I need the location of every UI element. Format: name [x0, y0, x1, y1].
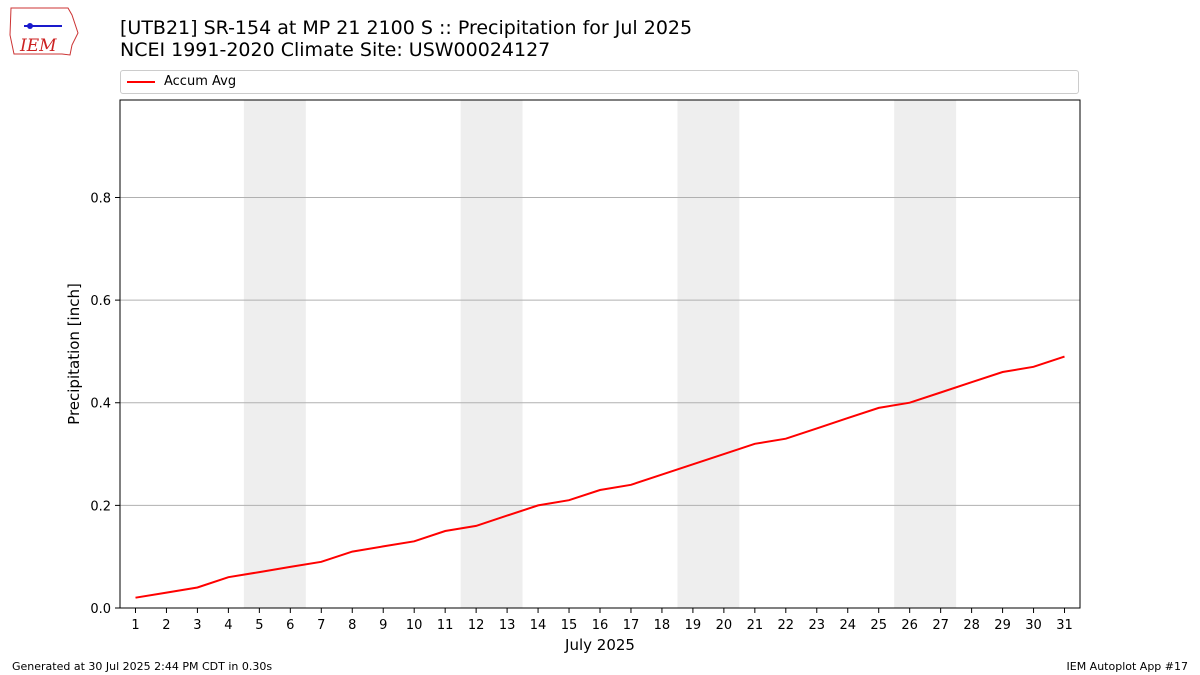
station-dot-icon [27, 23, 33, 29]
x-tick-label: 29 [994, 618, 1011, 633]
x-tick-label: 26 [901, 618, 918, 633]
y-tick-label: 0.2 [90, 499, 111, 514]
x-tick-label: 18 [654, 618, 671, 633]
x-tick-label: 8 [348, 618, 356, 633]
x-tick-label: 1 [131, 618, 139, 633]
x-tick-label: 9 [379, 618, 387, 633]
y-tick-label: 0.0 [90, 602, 111, 617]
x-tick-label: 28 [963, 618, 980, 633]
x-tick-label: 21 [747, 618, 764, 633]
weekend-band [894, 100, 957, 608]
weekend-band [677, 100, 740, 608]
iowa-outline-icon [9, 7, 79, 56]
iem-logo: IEM [9, 7, 79, 56]
weekend-band [460, 100, 523, 608]
weekend-band [243, 100, 306, 608]
x-tick-label: 3 [193, 618, 201, 633]
x-tick-label: 15 [561, 618, 578, 633]
x-tick-label: 6 [286, 618, 294, 633]
chart-subtitle: NCEI 1991-2020 Climate Site: USW00024127 [120, 39, 551, 61]
x-tick-label: 25 [870, 618, 887, 633]
x-tick-label: 7 [317, 618, 325, 633]
x-tick-label: 22 [778, 618, 795, 633]
x-tick-label: 27 [932, 618, 949, 633]
x-tick-label: 10 [406, 618, 423, 633]
logo-text: IEM [19, 36, 57, 56]
x-tick-label: 2 [162, 618, 170, 633]
x-tick-label: 17 [623, 618, 640, 633]
y-axis-label: Precipitation [inch] [65, 283, 83, 425]
legend-label-accum-avg: Accum Avg [164, 74, 237, 89]
y-tick-label: 0.8 [90, 191, 111, 206]
y-tick-label: 0.6 [90, 294, 111, 309]
legend: Accum Avg [120, 70, 1079, 94]
x-tick-label: 12 [468, 618, 485, 633]
x-tick-label: 30 [1025, 618, 1042, 633]
x-tick-label: 13 [499, 618, 516, 633]
generated-timestamp: Generated at 30 Jul 2025 2:44 PM CDT in … [12, 660, 273, 673]
x-tick-label: 14 [530, 618, 547, 633]
y-tick-label: 0.4 [90, 397, 111, 412]
x-tick-label: 23 [809, 618, 826, 633]
chart-title: [UTB21] SR-154 at MP 21 2100 S :: Precip… [120, 17, 693, 39]
x-tick-label: 11 [437, 618, 454, 633]
app-credit: IEM Autoplot App #17 [1066, 660, 1189, 673]
x-tick-label: 19 [685, 618, 702, 633]
legend-swatch-accum-avg [127, 81, 155, 83]
x-tick-label: 20 [716, 618, 733, 633]
series-line-accum-avg [135, 355, 1065, 599]
x-tick-label: 5 [255, 618, 263, 633]
x-tick-label: 31 [1056, 618, 1073, 633]
x-tick-label: 4 [224, 618, 232, 633]
x-tick-label: 24 [839, 618, 856, 633]
x-axis-label: July 2025 [564, 636, 635, 654]
x-tick-label: 16 [592, 618, 609, 633]
